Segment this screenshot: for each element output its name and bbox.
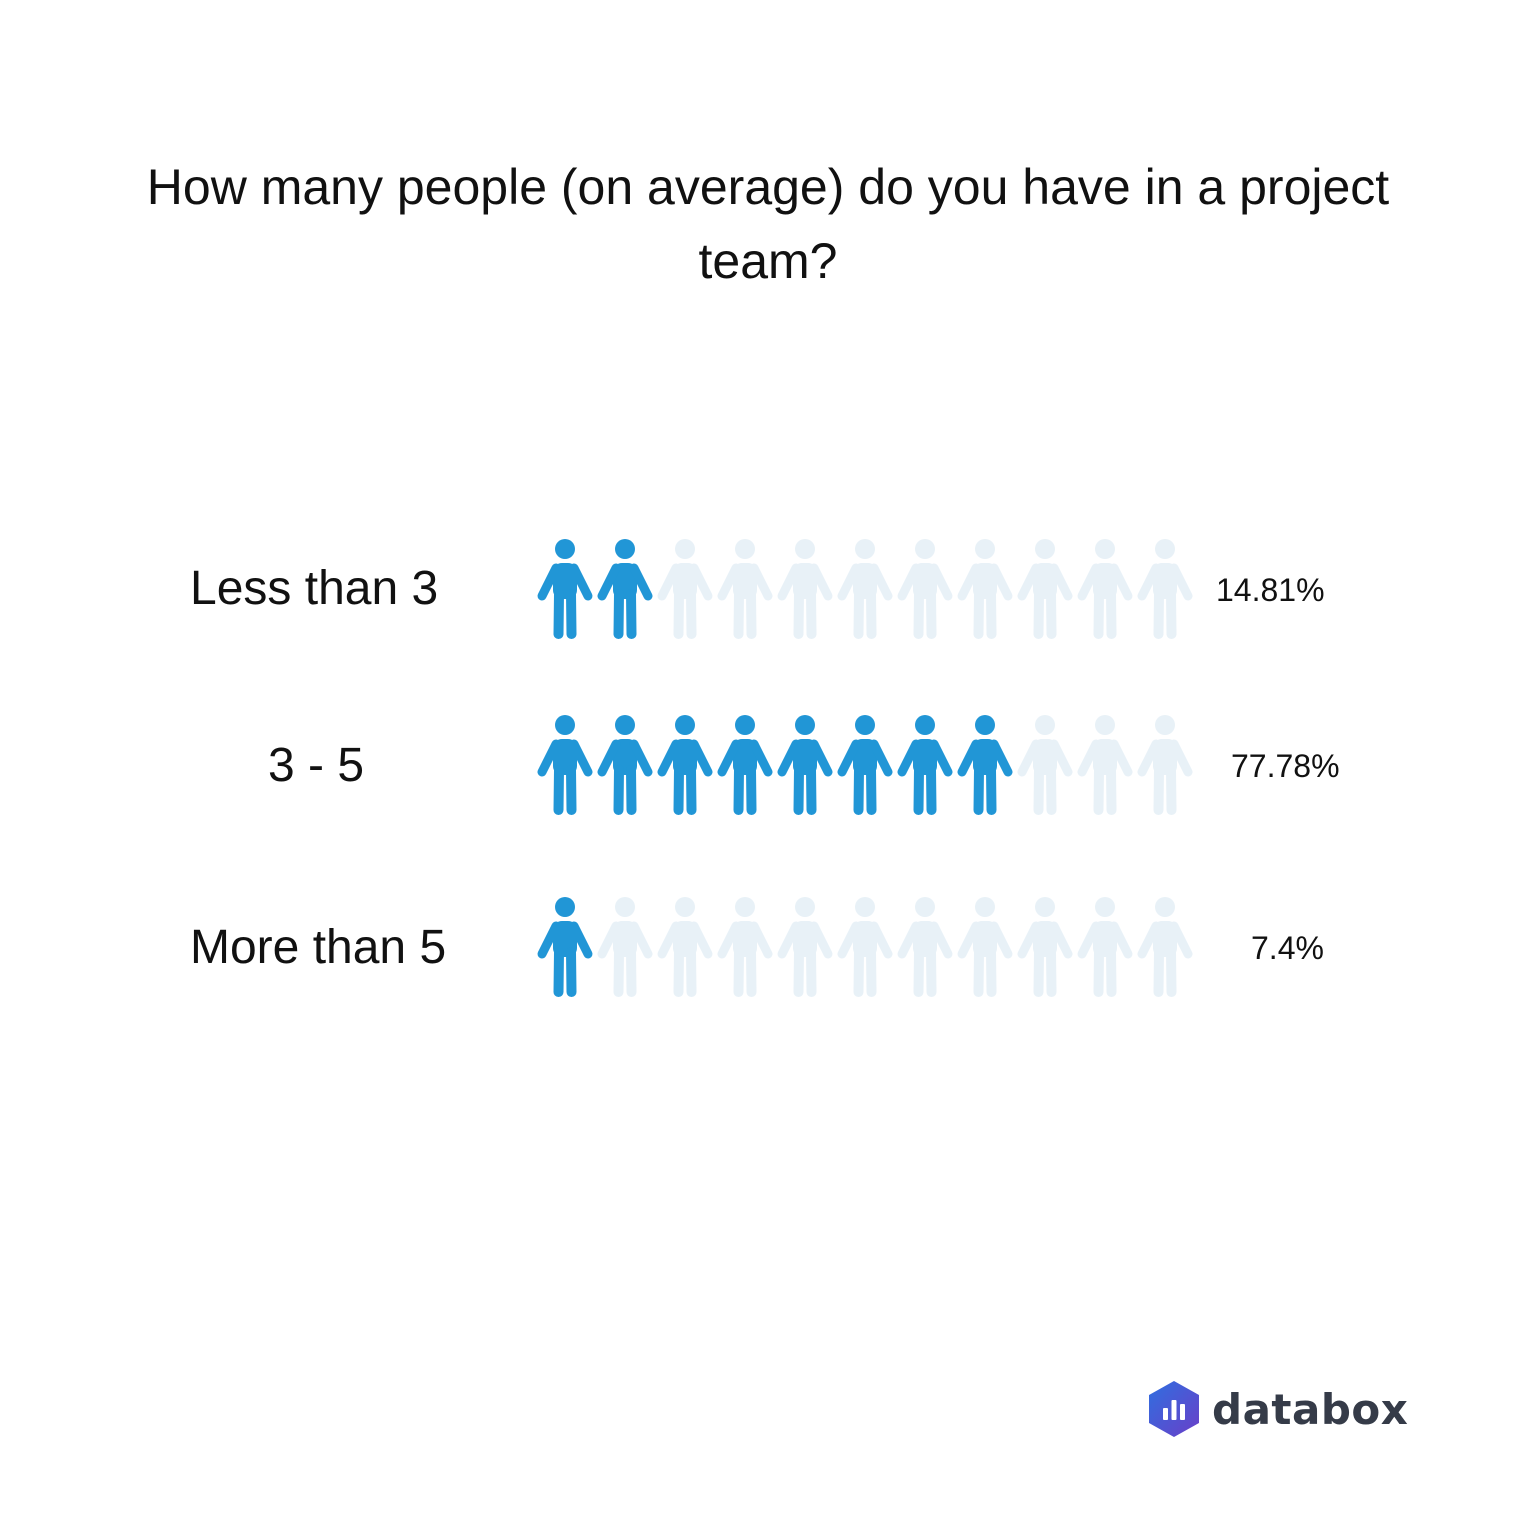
person-icon <box>1017 539 1073 639</box>
person-icon <box>777 715 833 815</box>
person-icon <box>777 897 833 997</box>
row-label-more-than-5: More than 5 <box>190 921 447 974</box>
person-icon <box>657 539 713 639</box>
person-icon <box>837 897 893 997</box>
databox-logo-text: databox <box>1212 1384 1409 1434</box>
person-icon <box>597 539 653 639</box>
person-icon <box>657 897 713 997</box>
row-label-3-5: 3 - 5 <box>268 739 365 792</box>
person-icon <box>897 539 953 639</box>
person-icon <box>537 539 593 639</box>
person-icon <box>1137 715 1193 815</box>
person-icon <box>777 539 833 639</box>
person-icon <box>957 539 1013 639</box>
person-icon <box>1077 897 1133 997</box>
person-icon <box>1017 715 1073 815</box>
person-icon <box>1137 539 1193 639</box>
person-icon <box>597 897 653 997</box>
person-icon <box>1017 897 1073 997</box>
person-icon <box>657 715 713 815</box>
person-icon <box>897 897 953 997</box>
row-value-more-than-5: 7.4% <box>1251 930 1324 966</box>
person-icon <box>957 715 1013 815</box>
person-icon <box>957 897 1013 997</box>
person-icon <box>717 539 773 639</box>
row-label-less-than-3: Less than 3 <box>190 562 439 615</box>
person-icon <box>837 539 893 639</box>
person-icon <box>1077 715 1133 815</box>
databox-logo: databox <box>1148 1380 1408 1438</box>
person-icon <box>1077 539 1133 639</box>
row-value-less-than-3: 14.81% <box>1216 572 1325 608</box>
person-icon <box>897 715 953 815</box>
person-icon <box>1137 897 1193 997</box>
person-icon <box>717 897 773 997</box>
person-icon <box>717 715 773 815</box>
databox-logo-icon <box>1149 1381 1199 1437</box>
person-icon <box>597 715 653 815</box>
person-icon <box>837 715 893 815</box>
person-icon <box>537 715 593 815</box>
chart-title: How many people (on average) do you have… <box>146 159 1390 289</box>
person-icon <box>537 897 593 997</box>
row-value-3-5: 77.78% <box>1231 748 1340 784</box>
